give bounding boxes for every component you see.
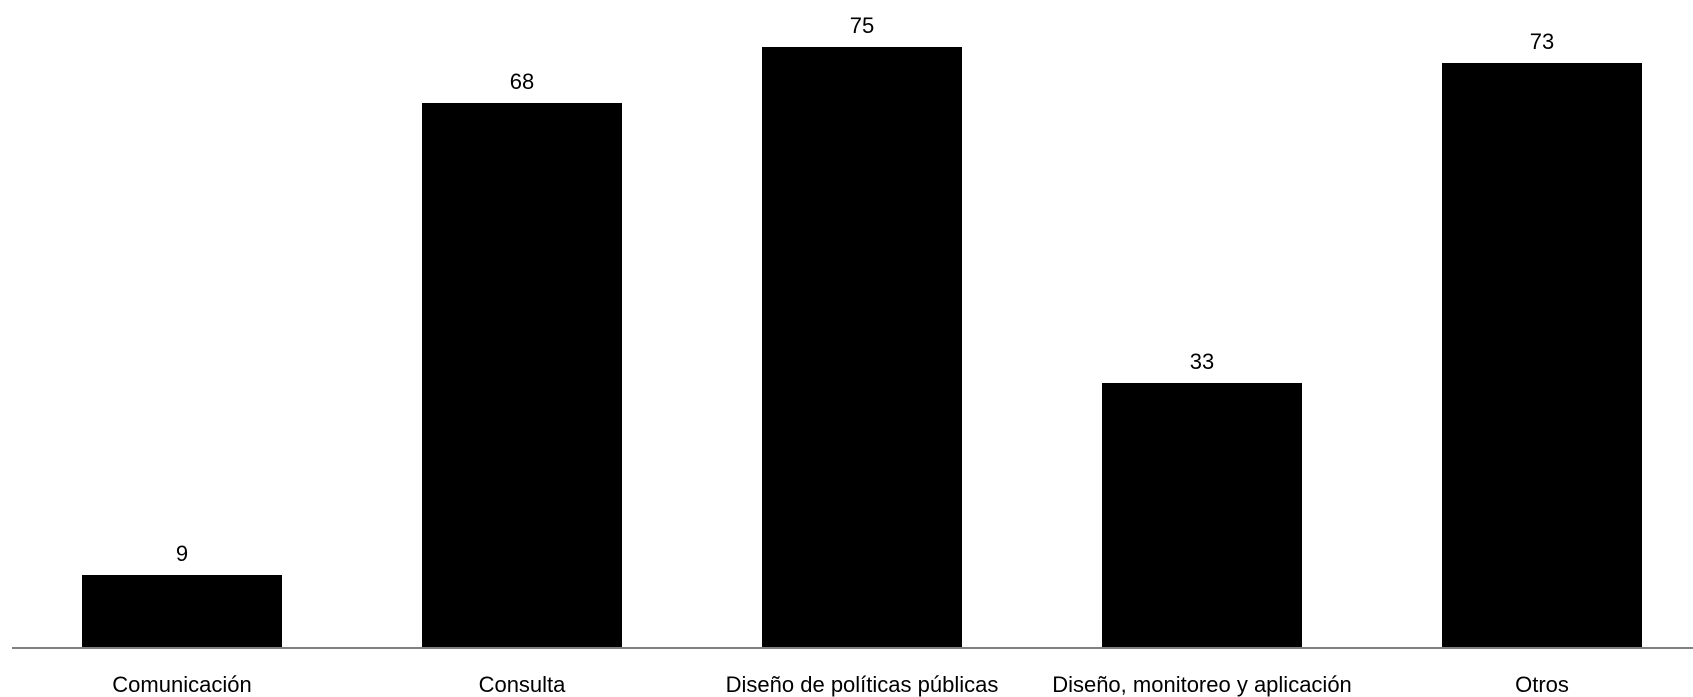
data-label-5: 73 [1530, 29, 1554, 54]
data-label-1: 9 [176, 541, 188, 566]
bar-3 [762, 47, 962, 647]
data-label-2: 68 [510, 69, 534, 94]
x-tick-label-5: Otros [1515, 672, 1569, 697]
bar-2 [422, 103, 622, 647]
x-tick-labels-group: Comunicación Consulta Diseño de políticas … [112, 672, 1569, 697]
data-label-4: 33 [1190, 349, 1214, 374]
x-tick-label-3: Diseño de políticas públicas [726, 672, 999, 697]
x-tick-label-2: Consulta [479, 672, 567, 697]
bar-1 [82, 575, 282, 647]
bar-5 [1442, 63, 1642, 647]
bar-4 [1102, 383, 1302, 647]
bars-group [82, 47, 1642, 647]
data-label-3: 75 [850, 13, 874, 38]
x-tick-label-1: Comunicación [112, 672, 251, 697]
value-labels-group: 9 68 75 33 73 [176, 13, 1554, 566]
x-tick-label-4: Diseño, monitoreo y aplicación [1052, 672, 1352, 697]
